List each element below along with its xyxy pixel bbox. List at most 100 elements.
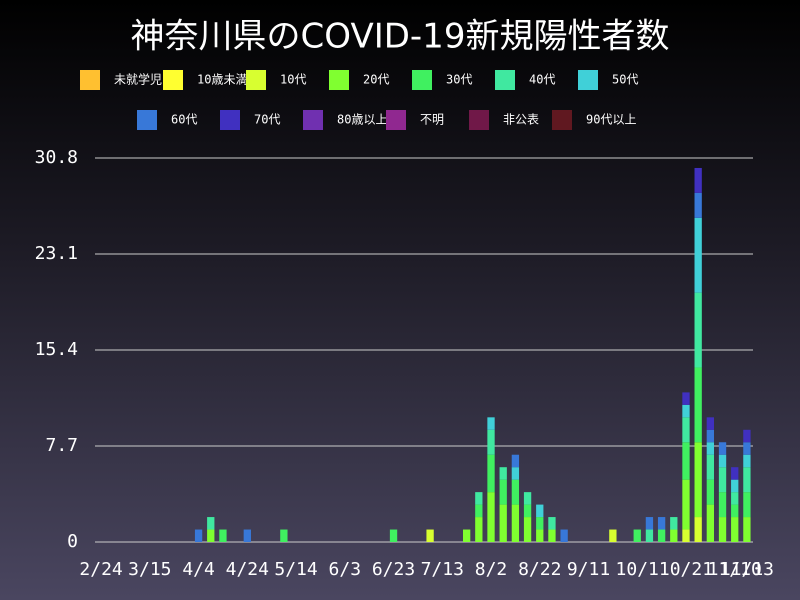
bar-segment bbox=[682, 529, 690, 542]
bar-segment bbox=[694, 292, 702, 368]
bar-segment bbox=[670, 529, 678, 542]
legend-swatch bbox=[246, 70, 266, 90]
x-tick-label: 4/4 bbox=[182, 559, 215, 580]
x-tick-label: 11/10 bbox=[708, 559, 762, 580]
bar-segment bbox=[548, 529, 556, 542]
bar-segment bbox=[657, 517, 666, 530]
x-tick-label: 10/1 bbox=[616, 559, 659, 580]
bar-segment bbox=[560, 529, 568, 542]
legend-label: 10代 bbox=[280, 73, 306, 87]
bar-segment bbox=[511, 504, 520, 542]
legend-label: 30代 bbox=[446, 73, 472, 87]
bar-segment bbox=[426, 529, 434, 542]
bar-segment bbox=[511, 467, 520, 480]
legend-label: 60代 bbox=[171, 113, 197, 127]
bar-segment bbox=[706, 429, 715, 443]
bar-segment bbox=[243, 529, 251, 542]
bar-segment bbox=[743, 467, 751, 493]
legend-label: 80歳以上 bbox=[337, 113, 387, 127]
x-tick-label: 2/24 bbox=[79, 559, 122, 580]
bar-segment bbox=[194, 529, 203, 542]
x-tick-label: 3/15 bbox=[128, 559, 171, 580]
legend-label: 90代以上 bbox=[586, 113, 636, 127]
x-tick-label: 10/21 bbox=[659, 559, 713, 580]
y-tick-label: 30.8 bbox=[35, 147, 78, 168]
y-tick-label: 0 bbox=[67, 531, 78, 552]
bar-segment bbox=[475, 517, 483, 542]
bar-segment bbox=[548, 517, 556, 530]
bar-segment bbox=[280, 529, 288, 542]
bar-segment bbox=[609, 529, 617, 542]
bar-segment bbox=[682, 404, 690, 418]
chart-title: 神奈川県のCOVID-19新規陽性者数 bbox=[131, 17, 670, 57]
bar-segment bbox=[219, 529, 227, 542]
x-tick-label: 6/3 bbox=[329, 559, 362, 580]
legend-swatch bbox=[552, 110, 572, 130]
legend-swatch bbox=[80, 70, 100, 90]
bar-segment bbox=[499, 504, 507, 542]
bar-segment bbox=[389, 529, 398, 542]
bar-segment bbox=[743, 492, 751, 518]
bar-segment bbox=[718, 492, 727, 518]
bar-segment bbox=[706, 442, 715, 455]
bar-segment bbox=[536, 529, 544, 542]
bar-segment bbox=[475, 504, 483, 518]
legend-swatch bbox=[469, 110, 489, 130]
bar-segment bbox=[743, 429, 751, 443]
bar-segment bbox=[523, 504, 532, 518]
bar-segment bbox=[731, 492, 739, 505]
legend-swatch bbox=[137, 110, 157, 130]
x-tick-label: 5/14 bbox=[274, 559, 317, 580]
x-tick-label: 6/23 bbox=[372, 559, 415, 580]
bar-segment bbox=[462, 529, 471, 542]
bar-segment bbox=[499, 479, 507, 505]
bar-segment bbox=[511, 454, 520, 468]
bar-segment bbox=[694, 167, 702, 193]
bar-segment bbox=[743, 517, 751, 542]
bar-segment bbox=[536, 517, 544, 530]
legend-swatch bbox=[303, 110, 323, 130]
bar-segment bbox=[682, 417, 690, 443]
bar-segment bbox=[487, 454, 495, 493]
legend-label: 50代 bbox=[612, 73, 638, 87]
legend-swatch bbox=[578, 70, 598, 90]
bar-segment bbox=[475, 492, 483, 505]
bar-segment bbox=[718, 467, 727, 493]
bar-segment bbox=[731, 504, 739, 518]
bar-segment bbox=[706, 504, 715, 542]
bar-segment bbox=[633, 529, 641, 542]
x-tick-label: 7/13 bbox=[421, 559, 464, 580]
legend-label: 40代 bbox=[529, 73, 555, 87]
bar-segment bbox=[536, 504, 544, 518]
legend-swatch bbox=[386, 110, 406, 130]
bar-segment bbox=[718, 517, 727, 542]
y-tick-label: 15.4 bbox=[35, 339, 78, 360]
legend-swatch bbox=[163, 70, 183, 90]
legend-label: 不明 bbox=[420, 113, 444, 127]
bar-segment bbox=[207, 517, 215, 530]
bar-segment bbox=[694, 367, 702, 443]
bar-segment bbox=[731, 467, 739, 480]
bar-segment bbox=[682, 392, 690, 405]
legend-label: 70代 bbox=[254, 113, 280, 127]
bar-segment bbox=[731, 479, 739, 493]
legend-label: 20代 bbox=[363, 73, 389, 87]
bar-segment bbox=[645, 517, 654, 530]
bar-segment bbox=[694, 517, 702, 542]
bar-segment bbox=[657, 529, 666, 542]
bar-segment bbox=[718, 454, 727, 468]
bar-segment bbox=[523, 492, 532, 505]
legend-swatch bbox=[329, 70, 349, 90]
bar-segment bbox=[682, 442, 690, 480]
bar-segment bbox=[645, 529, 654, 542]
legend-label: 10歳未満 bbox=[197, 73, 247, 87]
bar-segment bbox=[718, 442, 727, 455]
legend-label: 未就学児 bbox=[114, 72, 162, 87]
bar-segment bbox=[743, 454, 751, 468]
bar-segment bbox=[743, 442, 751, 455]
bar-segment bbox=[694, 217, 702, 293]
bar-segment bbox=[706, 417, 715, 430]
x-tick-label: 8/2 bbox=[475, 559, 508, 580]
x-tick-label: 8/22 bbox=[518, 559, 561, 580]
